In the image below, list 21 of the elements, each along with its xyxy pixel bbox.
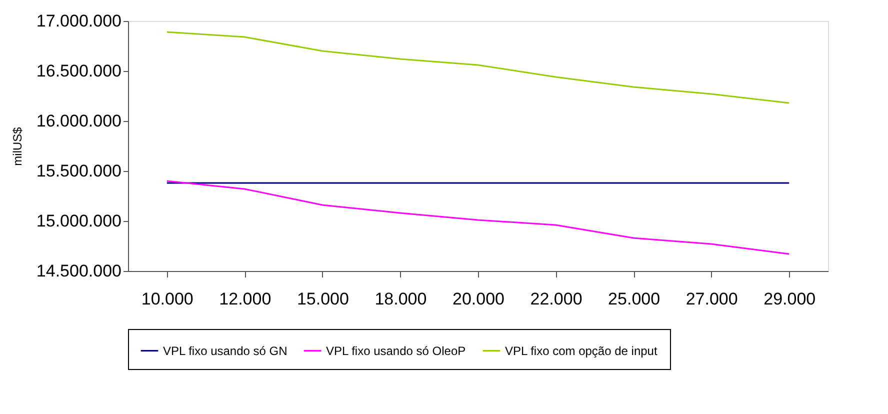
x-tick-label: 27.000 xyxy=(686,290,738,308)
line-series xyxy=(166,31,790,104)
line-series xyxy=(166,180,790,255)
y-tick-label: 17.000.000 xyxy=(36,12,122,30)
x-tick-label: 15.000 xyxy=(296,290,349,308)
y-tick-label: 16.000.000 xyxy=(36,112,122,130)
legend-label: VPL fixo usando só OleoP xyxy=(326,344,466,358)
y-tick-label: 15.500.000 xyxy=(36,162,122,180)
y-axis-title: milUS$ xyxy=(10,126,24,166)
x-tick-label: 18.000 xyxy=(374,290,427,308)
x-tick-label: 22.000 xyxy=(530,290,582,308)
x-tick-label: 29.000 xyxy=(764,290,816,308)
x-tick-label: 10.000 xyxy=(141,290,194,308)
legend-label: VPL fixo com opção de input xyxy=(505,344,658,358)
y-tick-label: 14.500.000 xyxy=(36,262,122,280)
x-tick-label: 20.000 xyxy=(452,290,504,308)
y-tick-label: 15.000.000 xyxy=(36,212,122,230)
y-tick-label: 16.500.000 xyxy=(36,62,122,80)
x-tick-label: 12.000 xyxy=(219,290,272,308)
legend-label: VPL fixo usando só GN xyxy=(163,344,288,358)
x-tick-label: 25.000 xyxy=(608,290,660,308)
